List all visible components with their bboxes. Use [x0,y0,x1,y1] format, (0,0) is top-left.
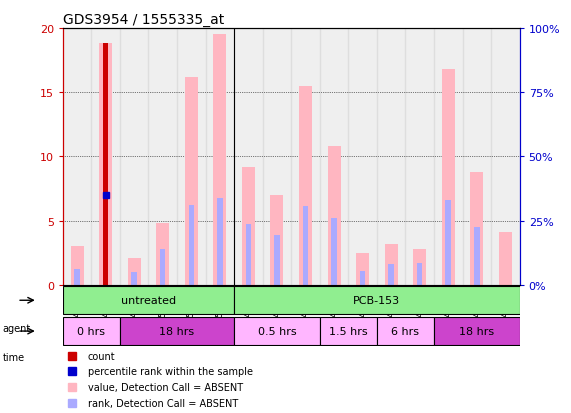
Bar [131,272,137,285]
Bar [177,29,206,285]
Bar [242,167,255,285]
Bar [120,29,148,285]
Bar [234,29,263,285]
Bar [274,235,280,285]
Bar [188,206,194,285]
Bar [103,44,108,285]
Bar [320,29,348,285]
Text: PCB-153: PCB-153 [353,296,400,306]
Bar [303,207,308,285]
Bar [405,29,434,285]
Bar [499,233,512,285]
Text: 1.5 hrs: 1.5 hrs [329,326,368,336]
Bar [63,29,91,285]
Bar [246,225,251,285]
Bar [434,318,520,345]
Text: count: count [88,351,115,361]
Text: GDS3954 / 1555335_at: GDS3954 / 1555335_at [63,12,224,26]
Bar [491,29,520,285]
Bar [388,265,394,285]
Bar [320,318,377,345]
Bar [206,29,234,285]
Bar [348,29,377,285]
Bar [299,87,312,285]
Bar [234,287,520,314]
Bar [291,29,320,285]
Text: 0 hrs: 0 hrs [77,326,106,336]
Bar [120,318,234,345]
Bar [185,78,198,285]
Bar [328,147,340,285]
Bar [413,249,426,285]
Bar [331,218,337,285]
Text: percentile rank within the sample: percentile rank within the sample [88,367,253,377]
Bar [156,224,169,285]
Bar [71,247,83,285]
Bar [160,249,166,285]
Bar [434,29,463,285]
Bar [263,29,291,285]
Text: 18 hrs: 18 hrs [459,326,494,336]
Bar [148,29,177,285]
Text: value, Detection Call = ABSENT: value, Detection Call = ABSENT [88,382,243,392]
Bar [74,270,80,285]
Bar [217,198,223,285]
Text: 0.5 hrs: 0.5 hrs [258,326,296,336]
Text: agent: agent [3,323,31,333]
Text: time: time [3,352,25,362]
Text: 18 hrs: 18 hrs [159,326,195,336]
Bar [474,228,480,285]
Bar [214,36,226,285]
Text: rank, Detection Call = ABSENT: rank, Detection Call = ABSENT [88,398,238,408]
Text: untreated: untreated [121,296,176,306]
Bar [360,271,365,285]
Text: 6 hrs: 6 hrs [391,326,420,336]
Bar [417,263,423,285]
Bar [99,44,112,285]
Bar [91,29,120,285]
Bar [471,172,483,285]
Bar [63,318,120,345]
Bar [377,318,434,345]
Bar [445,201,451,285]
Bar [63,287,234,314]
Bar [377,29,405,285]
Bar [385,244,397,285]
Bar [463,29,491,285]
Bar [234,318,320,345]
Bar [271,195,283,285]
Bar [442,70,455,285]
Bar [128,258,140,285]
Bar [356,253,369,285]
